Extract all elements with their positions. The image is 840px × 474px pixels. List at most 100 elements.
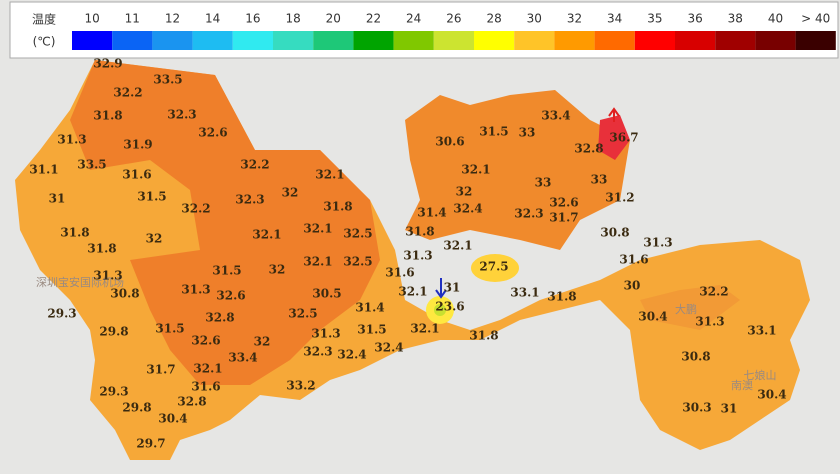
station-temperature: 32.3 (167, 108, 196, 122)
station-temperature: 31.8 (405, 225, 434, 239)
legend-swatch (273, 31, 314, 50)
legend-swatch (755, 31, 796, 50)
station-temperature: 32.8 (205, 311, 234, 325)
station-temperature: 29.3 (47, 307, 76, 321)
station-temperature: 31.9 (123, 138, 152, 152)
station-temperature: 30.5 (312, 287, 341, 301)
station-temperature: 32.6 (198, 126, 227, 140)
station-temperature: 36.7 (609, 131, 638, 145)
station-temperature: 32.4 (453, 202, 482, 216)
station-temperature: 29.3 (99, 385, 128, 399)
station-temperature: 31.3 (181, 283, 210, 297)
legend-swatch (72, 31, 113, 50)
station-temperature: 31.8 (93, 109, 122, 123)
station-temperature: 33.1 (510, 286, 539, 300)
legend-label: > 40 (801, 12, 830, 26)
station-temperature: 31.3 (643, 236, 672, 250)
legend-unit: (℃) (33, 35, 56, 49)
legend-swatch (393, 31, 434, 50)
station-temperature: 31.7 (146, 363, 175, 377)
station-temperature: 32 (456, 185, 473, 199)
station-temperature: 31 (444, 281, 461, 295)
station-temperature: 30 (624, 279, 641, 293)
legend-swatch (634, 31, 675, 50)
station-temperature: 32.1 (252, 228, 281, 242)
station-temperature: 31.6 (122, 168, 151, 182)
station-temperature: 32.5 (288, 307, 317, 321)
legend-label: 32 (567, 12, 582, 26)
station-temperature: 31.1 (29, 163, 58, 177)
station-temperature: 31.4 (355, 301, 384, 315)
station-temperature: 30.4 (638, 310, 667, 324)
station-temperature: 32.1 (398, 285, 427, 299)
station-temperature: 29.8 (122, 401, 151, 415)
legend-swatch (675, 31, 716, 50)
station-temperature: 32.6 (191, 334, 220, 348)
place-name: 七娘山 (744, 368, 777, 382)
station-temperature: 30.8 (681, 350, 710, 364)
station-temperature: 31.8 (87, 242, 116, 256)
station-temperature: 31.6 (385, 266, 414, 280)
station-temperature: 31.8 (323, 200, 352, 214)
legend-label: 34 (607, 12, 622, 26)
legend-swatch (715, 31, 756, 50)
place-name: 大鹏 (675, 302, 697, 316)
station-temperature: 32.2 (113, 86, 142, 100)
station-temperature: 31.6 (191, 380, 220, 394)
place-name: 深圳宝安国际机场 (36, 275, 124, 289)
station-temperature: 31.5 (479, 125, 508, 139)
station-temperature: 32 (269, 263, 286, 277)
station-temperature: 29.7 (136, 437, 165, 451)
station-temperature: 32.4 (374, 341, 403, 355)
station-temperature: 31 (721, 402, 738, 416)
station-temperature: 32 (254, 335, 271, 349)
station-temperature: 30.8 (600, 226, 629, 240)
station-temperature: 32.2 (181, 202, 210, 216)
station-temperature: 33.4 (228, 351, 257, 365)
station-temperature: 31.4 (417, 206, 446, 220)
station-temperature: 32.8 (574, 142, 603, 156)
station-temperature: 32.1 (315, 168, 344, 182)
station-temperature: 32.3 (303, 345, 332, 359)
station-temperature: 32.1 (303, 222, 332, 236)
place-name: 南澳 (731, 379, 753, 392)
station-temperature: 23.6 (435, 300, 464, 314)
legend-label: 36 (687, 12, 702, 26)
legend-label: 11 (125, 12, 140, 26)
station-temperature: 32.9 (93, 57, 122, 71)
legend-swatch (433, 31, 474, 50)
station-temperature: 29.8 (99, 325, 128, 339)
legend-label: 24 (406, 12, 421, 26)
legend-swatch (232, 31, 273, 50)
station-temperature: 33 (519, 126, 536, 140)
legend-label: 22 (366, 12, 381, 26)
station-temperature: 31.5 (212, 264, 241, 278)
station-temperature: 31.3 (695, 315, 724, 329)
station-temperature: 31.3 (93, 269, 122, 283)
station-temperature: 33 (535, 176, 552, 190)
temperature-field (15, 60, 810, 460)
station-temperature: 32.2 (240, 158, 269, 172)
station-temperature: 33.1 (747, 324, 776, 338)
legend-swatch (112, 31, 153, 50)
station-temperature: 31.8 (469, 329, 498, 343)
station-temperature: 33.4 (541, 109, 570, 123)
legend-label: 35 (647, 12, 662, 26)
station-temperature: 32.1 (193, 362, 222, 376)
station-temperature: 32.1 (461, 163, 490, 177)
station-temperature: 32.5 (343, 227, 372, 241)
station-temperature: 31.3 (311, 327, 340, 341)
legend-title: 温度 (32, 12, 56, 27)
station-temperature: 33.2 (286, 379, 315, 393)
station-temperature: 32.1 (303, 255, 332, 269)
legend-swatch (474, 31, 515, 50)
station-temperature: 32.4 (337, 348, 366, 362)
legend-label: 12 (165, 12, 180, 26)
station-temperature: 32.3 (514, 207, 543, 221)
station-temperature: 32.3 (235, 193, 264, 207)
station-temperature: 32.5 (343, 255, 372, 269)
legend-swatch (192, 31, 233, 50)
legend-label: 10 (84, 12, 99, 26)
station-temperature: 32.1 (410, 322, 439, 336)
